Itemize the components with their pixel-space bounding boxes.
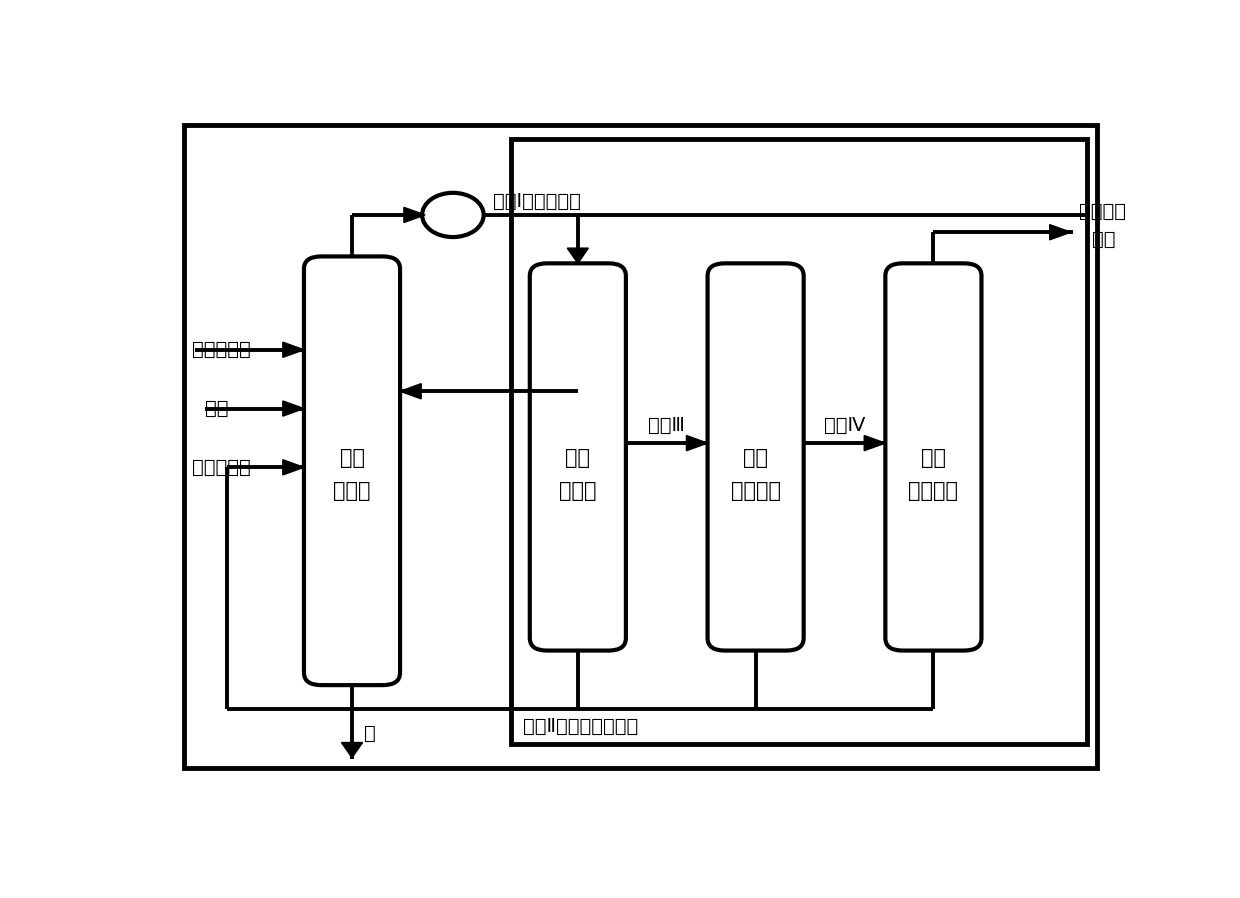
Text: 第二
分离装置: 第二 分离装置 [909,448,959,500]
Circle shape [422,193,484,237]
Text: 甲醇: 甲醇 [205,399,228,418]
FancyBboxPatch shape [885,263,982,650]
Polygon shape [401,383,422,399]
Text: 第一
分离装置: 第一 分离装置 [730,448,781,500]
Polygon shape [283,342,304,357]
Text: 水: 水 [363,724,376,743]
Polygon shape [687,436,708,451]
Text: 循环二甲醚: 循环二甲醚 [191,458,250,477]
Polygon shape [404,207,425,223]
Text: 第一
反应区: 第一 反应区 [334,448,371,500]
FancyBboxPatch shape [708,263,804,650]
Text: 组分I（甲缩醛）: 组分I（甲缩醛） [494,191,582,211]
Text: 物流Ⅲ: 物流Ⅲ [649,417,686,436]
Polygon shape [283,401,304,416]
Polygon shape [567,248,589,263]
Text: 第二
反应区: 第二 反应区 [559,448,596,500]
FancyBboxPatch shape [529,263,626,650]
Text: 物流Ⅳ: 物流Ⅳ [823,417,866,436]
Polygon shape [1050,224,1071,240]
Text: 组分Ⅱ（循环甲缩醛）: 组分Ⅱ（循环甲缩醛） [522,718,637,736]
Text: 产品: 产品 [1092,230,1116,249]
Text: 甲醛水溶液: 甲醛水溶液 [191,340,250,359]
Polygon shape [864,436,885,451]
Text: 甲酸甲酯: 甲酸甲酯 [1080,202,1126,221]
Polygon shape [283,460,304,475]
FancyBboxPatch shape [304,257,401,685]
Polygon shape [341,743,362,758]
